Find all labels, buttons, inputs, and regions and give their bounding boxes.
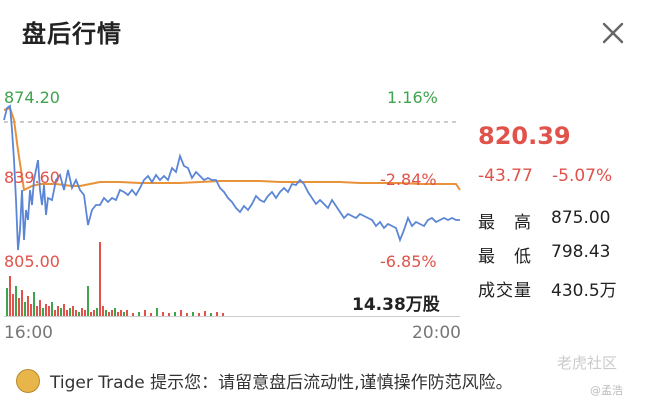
close-button[interactable] (598, 18, 628, 48)
avg-price-line (3, 106, 461, 192)
volume-bar (63, 304, 65, 316)
volume-bar (180, 310, 182, 316)
volume-bar (36, 306, 38, 316)
volume-bar (99, 242, 101, 316)
pct-label-mid: -2.84% (380, 170, 437, 189)
pct-label-top: 1.16% (387, 88, 438, 107)
volume-bar (81, 308, 83, 316)
change-value: -43.77 (478, 166, 533, 186)
volume-bars (6, 242, 224, 316)
chart-svg (3, 104, 461, 317)
x-tick-start: 16:00 (4, 323, 53, 343)
volume-bar (93, 310, 95, 316)
volume-bar (21, 290, 23, 316)
y-label-mid: 839.60 (4, 168, 60, 187)
change-percent: -5.07% (552, 166, 613, 186)
volume-bar (198, 313, 200, 316)
volume-bar (186, 313, 188, 316)
volume-bar (27, 296, 29, 316)
close-icon[interactable] (598, 18, 628, 48)
volume-bar (18, 298, 20, 316)
volume-bar (132, 313, 134, 316)
volume-bar (144, 310, 146, 316)
volume-total-label: 14.38万股 (352, 295, 440, 315)
volume-bar (6, 288, 8, 316)
watermark: 老虎社区 (557, 354, 618, 372)
volume-bar (222, 313, 224, 316)
low-label: 最 低 (478, 247, 532, 267)
volume-bar (87, 286, 89, 316)
pct-label-bottom: -6.85% (380, 252, 437, 271)
volume-bar (30, 304, 32, 316)
volume-baseline (4, 316, 460, 317)
volume-bar (114, 308, 116, 316)
volume-bar (15, 286, 17, 316)
volume-bar (108, 312, 110, 316)
volume-bar (117, 312, 119, 316)
volume-bar (138, 312, 140, 316)
volume-bar (48, 306, 50, 316)
x-tick-end: 20:00 (412, 323, 461, 343)
volume-bar (120, 310, 122, 316)
volume-value: 430.5万 (551, 281, 617, 301)
volume-bar (174, 312, 176, 316)
volume-bar (102, 306, 104, 316)
risk-tip-text: Tiger Trade 提示您：请留意盘后流动性,谨慎操作防范风险。 (50, 373, 513, 393)
high-label: 最 高 (478, 213, 532, 233)
volume-bar (204, 311, 206, 316)
volume-bar (78, 312, 80, 316)
volume-bar (123, 312, 125, 316)
risk-tip: Tiger Trade 提示您：请留意盘后流动性,谨慎操作防范风险。 (16, 368, 513, 393)
volume-bar (24, 302, 26, 316)
volume-label: 成交量 (478, 281, 532, 301)
watermark-sub: @孟浩 (590, 384, 623, 397)
volume-bar (9, 276, 11, 316)
coin-icon (16, 368, 40, 393)
volume-bar (216, 312, 218, 316)
volume-bar (72, 306, 74, 316)
volume-bar (12, 294, 14, 316)
volume-bar (168, 313, 170, 316)
volume-bar (156, 308, 158, 316)
volume-bar (192, 312, 194, 316)
volume-bar (150, 313, 152, 316)
volume-bar (54, 310, 56, 316)
volume-bar (90, 312, 92, 316)
volume-bar (66, 310, 68, 316)
volume-bar (111, 310, 113, 316)
volume-bar (57, 306, 59, 316)
volume-bar (75, 310, 77, 316)
last-price: 820.39 (478, 122, 571, 150)
volume-bar (45, 304, 47, 316)
volume-bar (96, 308, 98, 316)
volume-bar (162, 312, 164, 316)
volume-bar (84, 310, 86, 316)
low-value: 798.43 (551, 242, 611, 262)
panel-title: 盘后行情 (22, 20, 122, 48)
volume-bar (69, 308, 71, 316)
y-label-top: 874.20 (4, 88, 60, 107)
volume-bar (33, 292, 35, 316)
volume-bar (126, 310, 128, 316)
volume-bar (39, 300, 41, 316)
volume-bar (105, 310, 107, 316)
y-label-bottom: 805.00 (4, 252, 60, 271)
volume-bar (51, 302, 53, 316)
intraday-chart: 874.20 1.16% 839.60 -2.84% 805.00 -6.85% (0, 80, 470, 350)
high-value: 875.00 (551, 208, 611, 228)
volume-bar (210, 313, 212, 316)
volume-bar (42, 308, 44, 316)
price-line (3, 104, 460, 251)
volume-bar (60, 308, 62, 316)
